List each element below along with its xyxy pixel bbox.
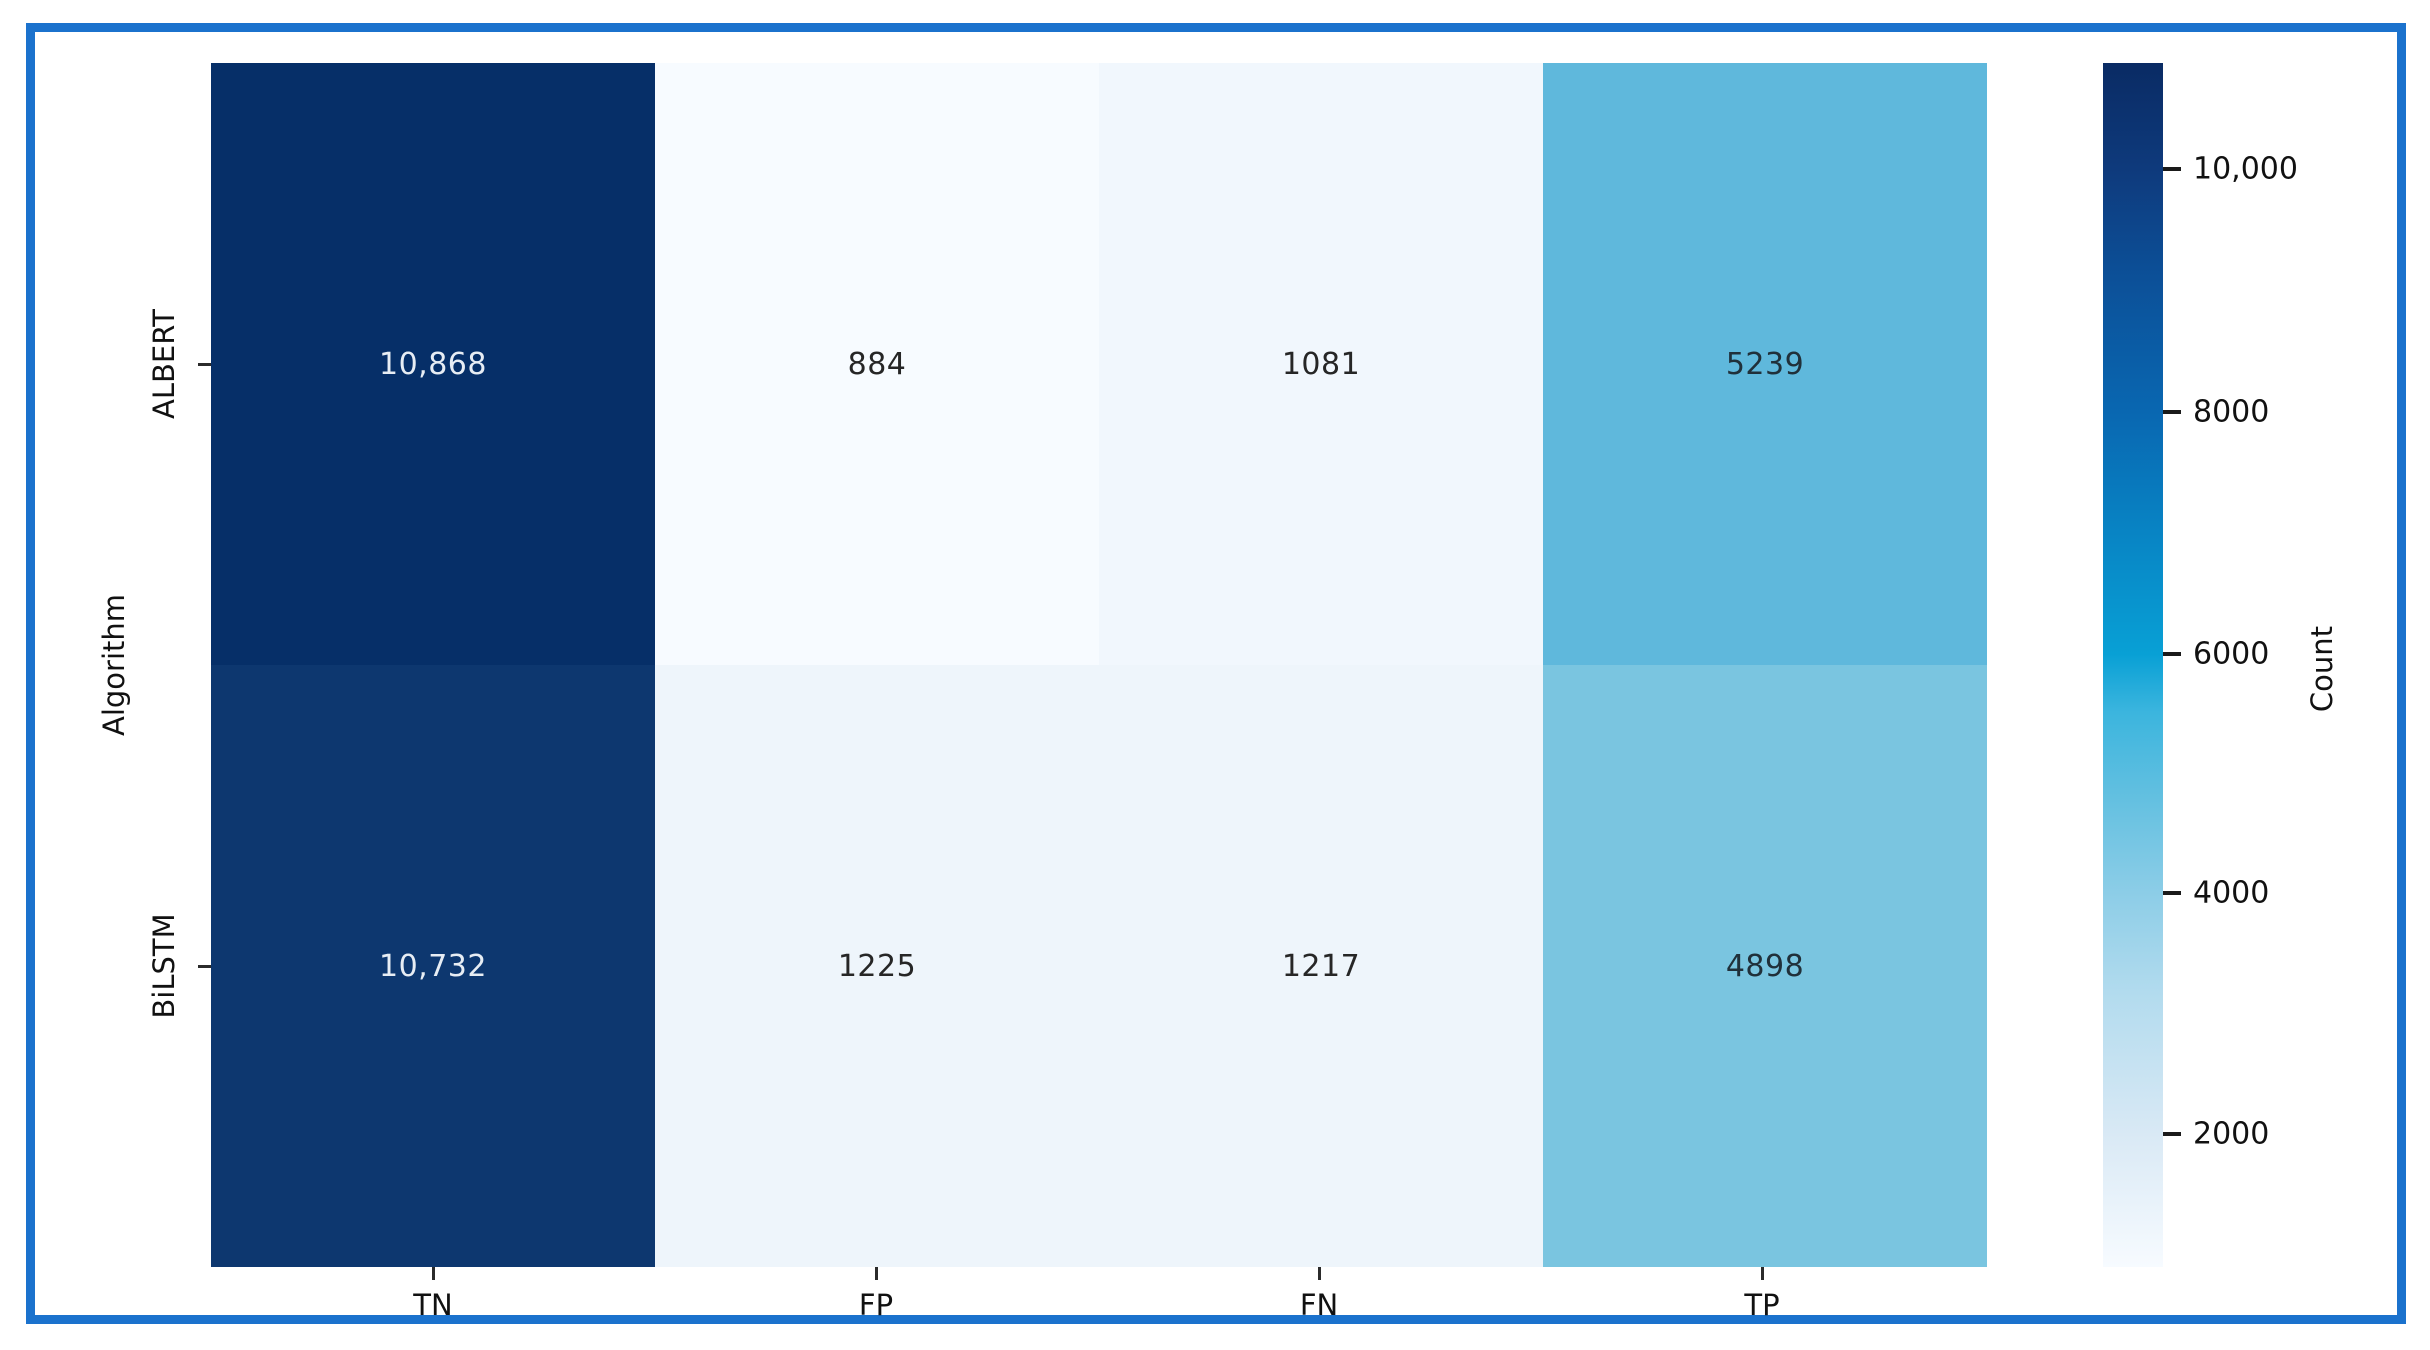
cell-value: 5239 xyxy=(1725,346,1805,382)
heatmap-cell-albert-fp: 884 xyxy=(655,63,1099,665)
colorbar-tick-label-4000: 4000 xyxy=(2193,875,2270,911)
x-tick-fn xyxy=(1318,1267,1321,1280)
x-tick-label-fp: FP xyxy=(858,1288,894,1322)
y-tick-bilstm xyxy=(198,965,211,968)
cell-value: 4898 xyxy=(1725,948,1805,984)
figure-border: 10,868 884 1081 5239 10,732 1225 1217 48… xyxy=(26,23,2406,1324)
colorbar-tick-6000 xyxy=(2163,652,2181,656)
y-tick-albert xyxy=(198,363,211,366)
colorbar-tick-4000 xyxy=(2163,891,2181,895)
cell-value: 1225 xyxy=(837,948,917,984)
y-axis-title: Algorithm xyxy=(97,593,131,737)
colorbar-title: Count xyxy=(2305,625,2339,713)
heatmap-cell-albert-tn: 10,868 xyxy=(211,63,655,665)
colorbar-tick-2000 xyxy=(2163,1132,2181,1136)
colorbar-tick-label-6000: 6000 xyxy=(2193,636,2270,672)
colorbar-tick-8000 xyxy=(2163,410,2181,414)
y-tick-label-bilstm: BiLSTM xyxy=(147,913,181,1019)
x-tick-label-tp: TP xyxy=(1744,1288,1780,1322)
cell-value: 10,732 xyxy=(379,948,487,984)
heatmap-cell-bilstm-fp: 1225 xyxy=(655,665,1099,1267)
colorbar-tick-label-2000: 2000 xyxy=(2193,1116,2270,1152)
colorbar-tick-label-8000: 8000 xyxy=(2193,394,2270,430)
heatmap-cell-albert-fn: 1081 xyxy=(1099,63,1543,665)
x-tick-label-tn: TN xyxy=(413,1288,453,1322)
heatmap-cell-bilstm-tn: 10,732 xyxy=(211,665,655,1267)
cell-value: 1217 xyxy=(1281,948,1361,984)
colorbar-tick-label-10000: 10,000 xyxy=(2193,151,2298,187)
heatmap-cell-bilstm-tp: 4898 xyxy=(1543,665,1987,1267)
heatmap-cell-albert-tp: 5239 xyxy=(1543,63,1987,665)
heatmap-grid: 10,868 884 1081 5239 10,732 1225 1217 48… xyxy=(211,63,1987,1267)
x-tick-tn xyxy=(432,1267,435,1280)
colorbar-tick-10000 xyxy=(2163,167,2181,171)
y-tick-label-albert: ALBERT xyxy=(147,309,181,419)
colorbar xyxy=(2103,63,2163,1267)
cell-value: 884 xyxy=(847,346,907,382)
x-tick-label-fn: FN xyxy=(1299,1288,1339,1322)
cell-value: 10,868 xyxy=(379,346,487,382)
x-tick-fp xyxy=(875,1267,878,1280)
heatmap-cell-bilstm-fn: 1217 xyxy=(1099,665,1543,1267)
x-tick-tp xyxy=(1761,1267,1764,1280)
cell-value: 1081 xyxy=(1281,346,1361,382)
